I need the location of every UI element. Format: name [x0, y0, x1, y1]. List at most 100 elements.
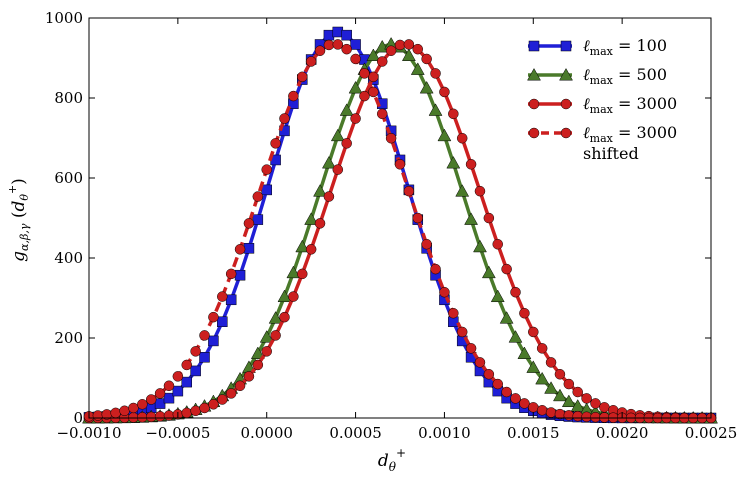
data-point	[252, 191, 264, 202]
data-point	[368, 86, 379, 98]
data-point	[330, 128, 345, 142]
data-point	[279, 311, 290, 323]
data-point	[428, 103, 443, 116]
data-point	[535, 371, 550, 385]
data-point	[526, 360, 541, 373]
data-point	[572, 386, 583, 398]
data-point	[499, 311, 514, 324]
data-point	[599, 412, 610, 423]
x-tick-label: −0.0010	[56, 424, 121, 442]
data-point	[261, 184, 272, 196]
data-point	[243, 218, 255, 229]
data-point	[304, 212, 319, 225]
data-point	[128, 402, 139, 414]
data-point	[421, 238, 432, 250]
data-point	[536, 343, 548, 354]
data-point	[430, 68, 441, 79]
data-point	[376, 56, 388, 67]
data-point	[261, 346, 272, 357]
data-point	[234, 244, 246, 255]
legend-marker	[527, 67, 541, 81]
data-point	[297, 268, 308, 280]
data-point	[217, 394, 228, 405]
data-point	[181, 407, 192, 419]
x-tick-label: 0.0005	[329, 424, 382, 442]
data-point	[305, 56, 317, 67]
data-point	[314, 45, 326, 56]
data-point	[437, 128, 452, 142]
data-point	[252, 214, 264, 225]
data-point	[137, 411, 148, 423]
data-point	[599, 402, 610, 413]
data-point	[474, 357, 486, 368]
data-point	[368, 71, 379, 83]
data-point	[401, 48, 416, 61]
data-point	[490, 289, 505, 303]
y-tick-label: 200	[54, 329, 83, 347]
data-point	[268, 311, 283, 324]
data-point	[270, 138, 281, 149]
data-point	[421, 53, 432, 65]
data-point	[446, 155, 461, 169]
x-axis: −0.0010 −0.0005 0.0000 0.0005 0.0010 0.0015 0.…	[56, 18, 737, 442]
data-point	[359, 68, 370, 79]
axes-frame	[88, 17, 712, 419]
data-point	[243, 371, 255, 382]
legend-label: ℓmax = 500	[583, 65, 667, 87]
data-point	[581, 411, 592, 423]
data-point	[243, 243, 255, 254]
data-point	[332, 26, 344, 38]
data-point	[394, 159, 406, 170]
data-point	[332, 164, 344, 175]
data-point	[270, 330, 281, 341]
y-tick-label: 600	[54, 169, 83, 187]
data-point	[252, 359, 264, 371]
y-tick-label: 0	[73, 409, 83, 427]
x-axis-label: dθ+	[378, 446, 406, 474]
legend-label-line2: shifted	[583, 144, 639, 163]
data-point	[385, 132, 397, 144]
data-point	[350, 113, 361, 124]
data-point	[341, 43, 352, 55]
data-point	[481, 265, 496, 279]
legend-label: ℓmax = 100	[583, 36, 667, 58]
data-point	[473, 239, 487, 253]
data-point	[119, 405, 130, 417]
data-point	[323, 39, 335, 51]
data-point	[259, 330, 274, 343]
data-point	[465, 343, 477, 354]
legend-label: ℓmax = 3000	[583, 123, 677, 145]
data-point	[323, 29, 335, 41]
legend-item: ℓmax = 3000	[528, 94, 677, 116]
data-point	[553, 388, 567, 402]
legend-marker	[560, 40, 572, 52]
data-point	[190, 346, 201, 357]
data-point	[483, 368, 495, 380]
data-point	[439, 86, 450, 98]
data-point	[590, 398, 601, 409]
data-point	[430, 263, 441, 275]
data-point	[554, 368, 566, 380]
plot-series	[82, 26, 718, 424]
data-point	[448, 108, 459, 120]
data-point	[199, 402, 210, 414]
data-point	[448, 307, 459, 319]
data-point	[519, 307, 530, 319]
data-point	[145, 394, 157, 405]
data-point	[561, 394, 576, 408]
data-point	[456, 326, 468, 338]
data-point	[279, 113, 290, 124]
data-point	[225, 294, 237, 306]
legend-marker	[560, 98, 572, 110]
data-point	[321, 155, 336, 169]
y-axis-label: gα,β,γ (dθ+)	[6, 178, 31, 262]
data-point	[199, 352, 210, 363]
data-point	[199, 330, 210, 341]
data-point	[305, 244, 317, 255]
y-axis: 0 200 400 600 800 1000	[45, 9, 711, 427]
data-point	[295, 239, 310, 253]
data-point	[403, 185, 415, 197]
data-point	[341, 29, 352, 41]
data-point	[163, 410, 175, 421]
data-point	[286, 265, 301, 279]
